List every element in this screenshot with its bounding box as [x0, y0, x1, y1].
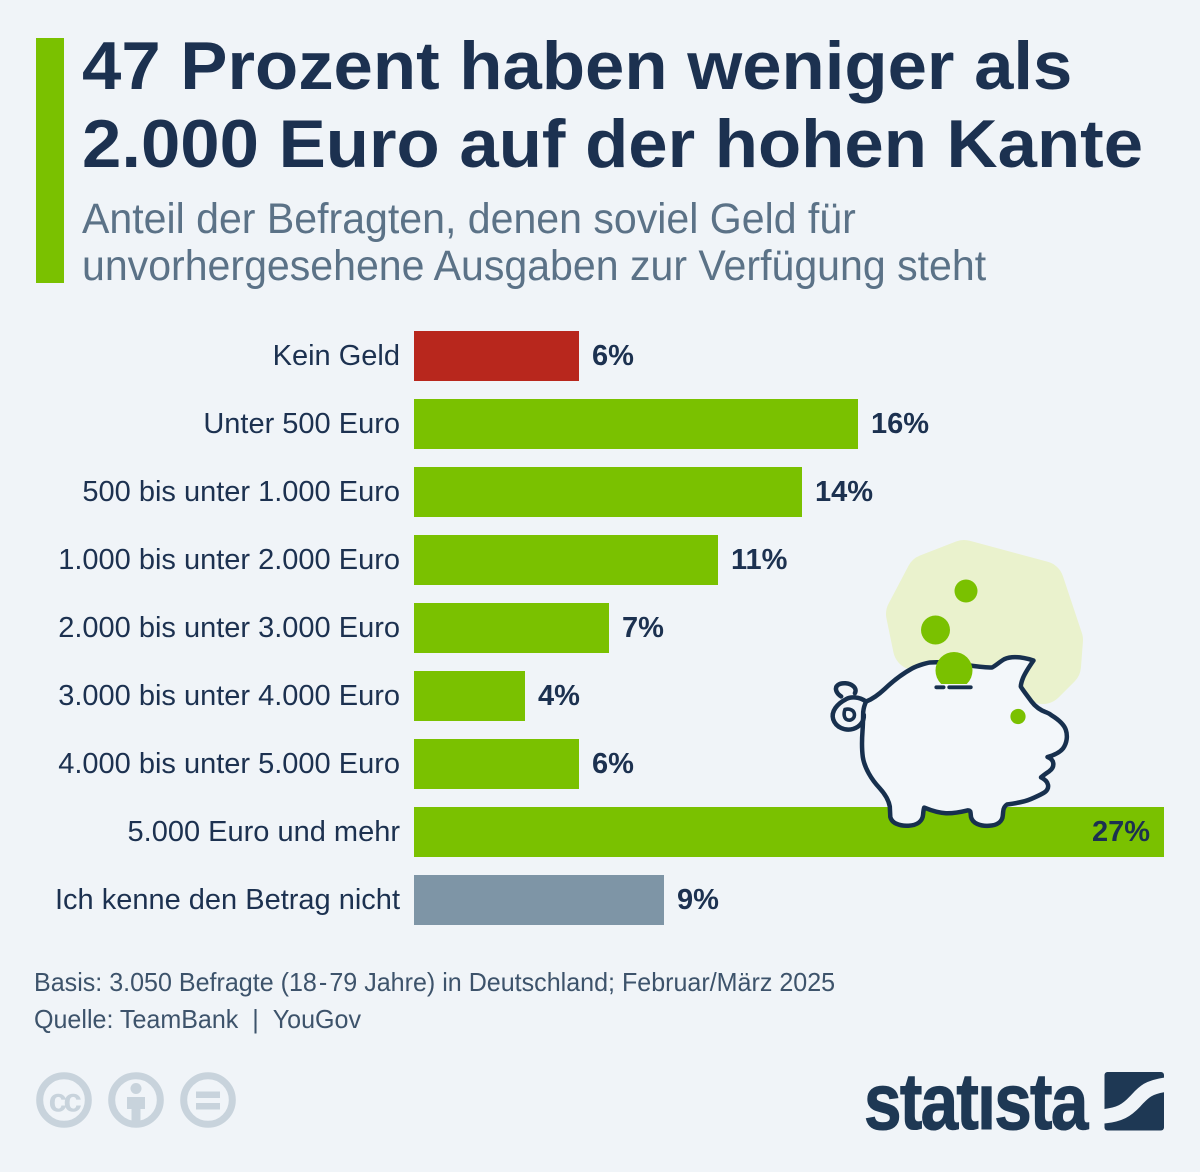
svg-text:cc: cc: [49, 1082, 82, 1119]
